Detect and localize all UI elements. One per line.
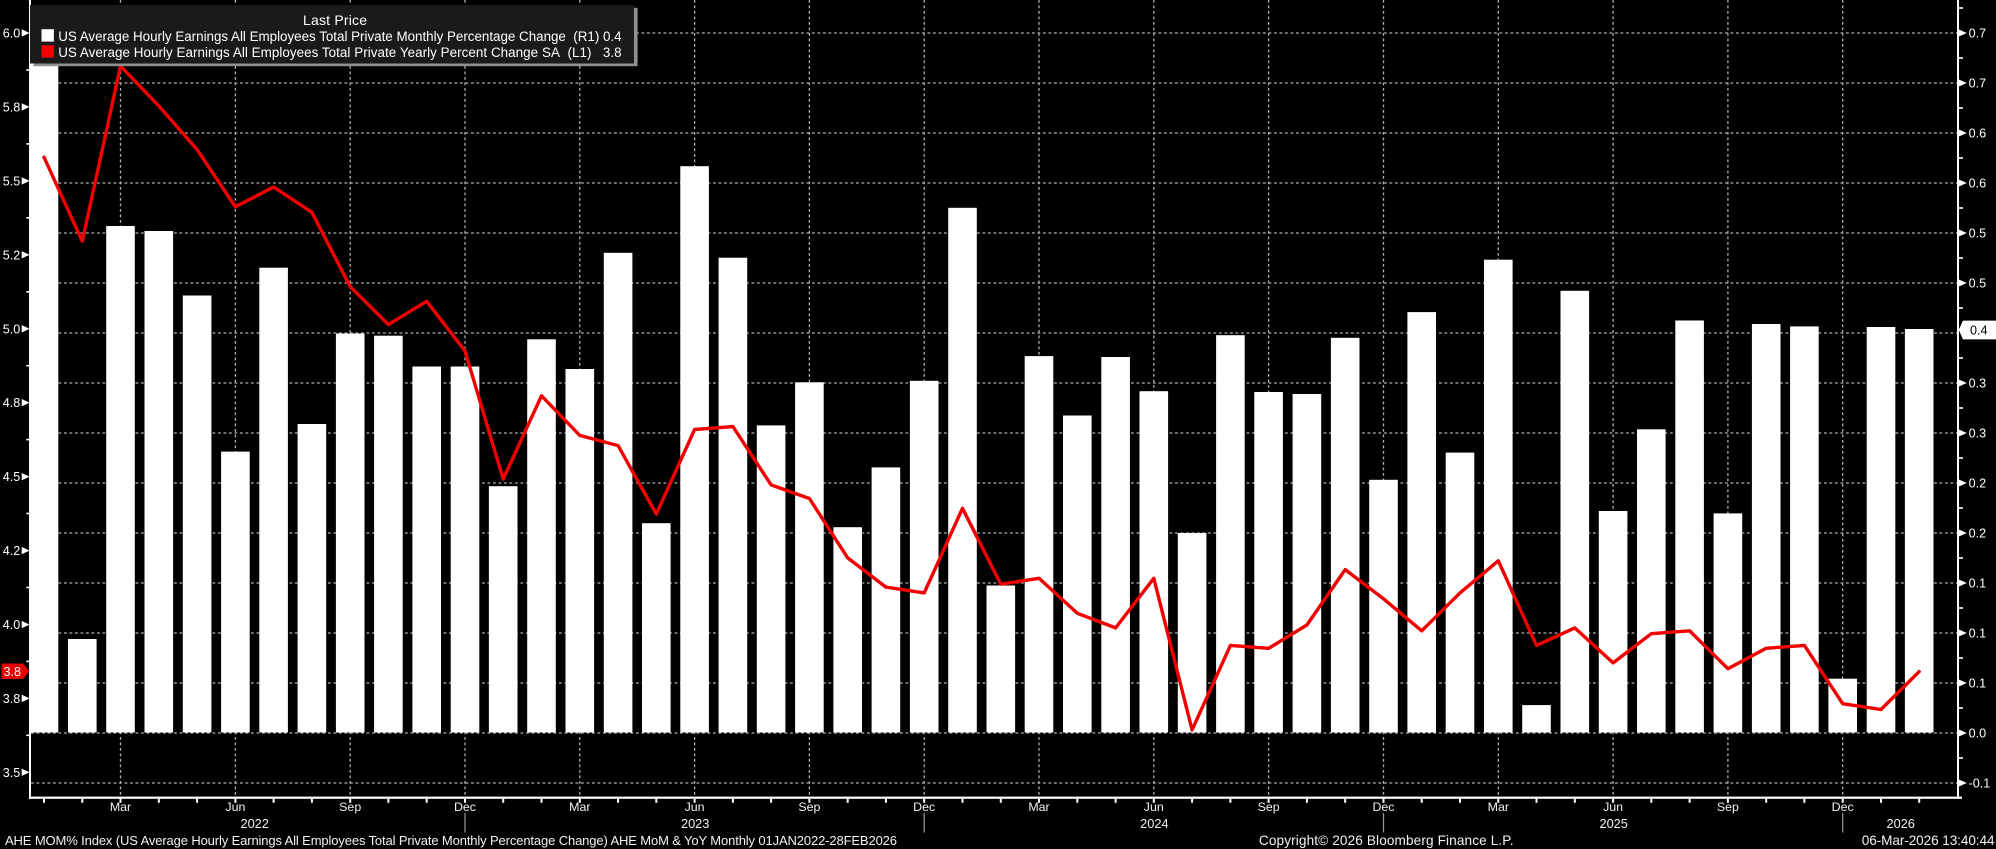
svg-text:2022: 2022 <box>240 816 268 831</box>
svg-text:0.1: 0.1 <box>1969 627 1987 641</box>
svg-text:Dec: Dec <box>1832 800 1854 814</box>
svg-text:0.7: 0.7 <box>1969 27 1987 41</box>
svg-text:0.4: 0.4 <box>1970 324 1988 338</box>
svg-text:Jun: Jun <box>225 800 245 814</box>
svg-text:Sep: Sep <box>798 800 820 814</box>
svg-text:0.0: 0.0 <box>1969 727 1987 741</box>
svg-text:Dec: Dec <box>913 800 935 814</box>
svg-text:3.5: 3.5 <box>3 766 21 780</box>
svg-text:0.6: 0.6 <box>1969 127 1987 141</box>
svg-text:Mar: Mar <box>569 800 590 814</box>
svg-text:5.0: 5.0 <box>3 322 21 336</box>
svg-text:0.2: 0.2 <box>1969 477 1987 491</box>
svg-text:4.0: 4.0 <box>3 618 21 632</box>
svg-text:4.5: 4.5 <box>3 470 21 484</box>
svg-text:Dec: Dec <box>454 800 476 814</box>
svg-text:0.5: 0.5 <box>1969 277 1987 291</box>
svg-text:Jun: Jun <box>685 800 705 814</box>
svg-text:Mar: Mar <box>1488 800 1509 814</box>
svg-text:US Average Hourly Earnings All: US Average Hourly Earnings All Employees… <box>58 45 621 60</box>
svg-text:Copyright© 2026 Bloomberg Fina: Copyright© 2026 Bloomberg Finance L.P. <box>1259 833 1514 848</box>
svg-text:5.8: 5.8 <box>3 100 21 114</box>
svg-text:Mar: Mar <box>1028 800 1049 814</box>
svg-text:Jun: Jun <box>1144 800 1164 814</box>
svg-text:Sep: Sep <box>339 800 361 814</box>
svg-text:-0.1: -0.1 <box>1969 777 1991 791</box>
svg-text:6.0: 6.0 <box>3 27 21 41</box>
svg-text:0.5: 0.5 <box>1969 227 1987 241</box>
svg-text:Dec: Dec <box>1372 800 1394 814</box>
svg-text:Mar: Mar <box>110 800 131 814</box>
svg-text:5.2: 5.2 <box>3 248 21 262</box>
svg-text:Last Price: Last Price <box>303 12 367 28</box>
svg-text:2024: 2024 <box>1140 816 1168 831</box>
svg-text:0.3: 0.3 <box>1969 427 1987 441</box>
svg-text:Sep: Sep <box>1258 800 1280 814</box>
svg-text:0.3: 0.3 <box>1969 377 1987 391</box>
svg-text:2026: 2026 <box>1886 816 1914 831</box>
svg-text:3.8: 3.8 <box>3 692 21 706</box>
svg-text:Sep: Sep <box>1717 800 1739 814</box>
svg-text:US Average Hourly Earnings All: US Average Hourly Earnings All Employees… <box>58 29 622 44</box>
svg-text:06-Mar-2026 13:40:44: 06-Mar-2026 13:40:44 <box>1862 833 1995 848</box>
svg-text:4.2: 4.2 <box>3 544 21 558</box>
svg-text:3.8: 3.8 <box>3 665 21 679</box>
svg-text:Jun: Jun <box>1603 800 1623 814</box>
svg-text:0.2: 0.2 <box>1969 527 1987 541</box>
svg-text:0.7: 0.7 <box>1969 77 1987 91</box>
svg-text:2025: 2025 <box>1599 816 1627 831</box>
svg-text:AHE MOM% Index (US Average Hou: AHE MOM% Index (US Average Hourly Earnin… <box>5 833 897 848</box>
svg-text:0.1: 0.1 <box>1969 577 1987 591</box>
svg-text:0.1: 0.1 <box>1969 677 1987 691</box>
svg-text:2023: 2023 <box>681 816 709 831</box>
svg-text:4.8: 4.8 <box>3 396 21 410</box>
svg-text:0.6: 0.6 <box>1969 177 1987 191</box>
svg-text:5.5: 5.5 <box>3 174 21 188</box>
